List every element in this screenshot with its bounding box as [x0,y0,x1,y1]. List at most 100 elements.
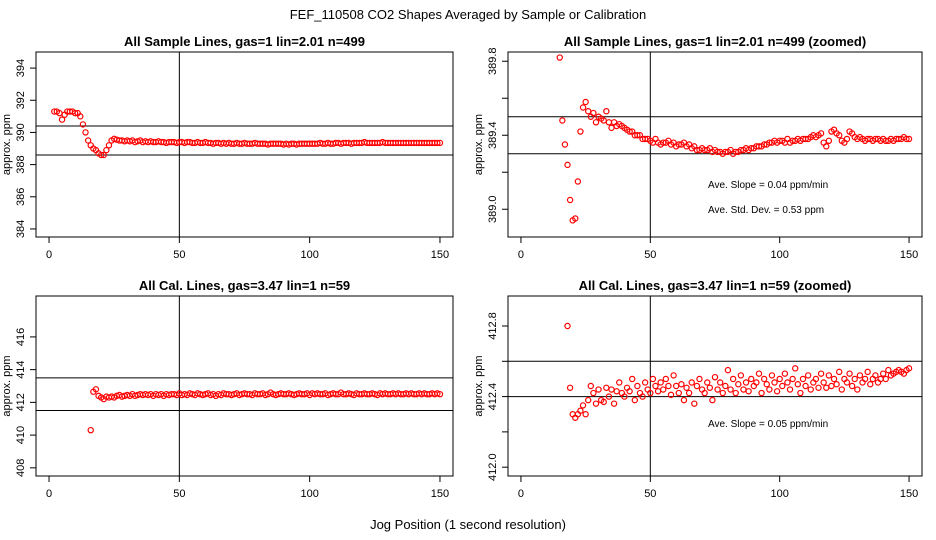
data-point [58,116,66,123]
data-point [631,396,638,404]
data-point [639,393,646,400]
data-point [77,113,84,120]
data-point [654,388,662,395]
y-tick-label: 390 [15,123,27,141]
data-point [843,135,851,143]
data-point [745,388,752,395]
data-point [600,398,607,406]
data-point [662,375,670,383]
x-tick-label: 150 [431,249,449,261]
data-point [825,137,833,144]
data-point [436,139,444,147]
data-point [577,128,584,135]
panel-4: All Cal. Lines, gas=3.47 lin=1 n=59 (zoo… [473,278,923,500]
data-point [872,372,879,379]
data-point [582,98,589,106]
x-tick-label: 0 [46,488,52,500]
data-point [794,381,802,388]
y-tick-label: 416 [15,328,27,346]
data-point [755,370,763,377]
data-point [817,130,825,137]
data-point [846,370,853,377]
data-point [613,388,620,395]
data-point [564,322,571,330]
data-point [867,381,874,388]
x-tick-label: 150 [900,488,918,500]
x-tick-label: 50 [173,249,185,261]
data-point [667,391,675,399]
data-point [817,370,825,377]
plot-frame [507,295,923,477]
x-tick-label: 100 [771,488,789,500]
data-point [848,382,856,390]
data-point [603,107,610,115]
data-point [789,375,796,383]
data-point [587,382,595,390]
data-point [634,132,641,139]
panel-1: All Sample Lines, gas=1 lin=2.01 n=499 ap… [1,34,454,261]
data-point [737,372,745,379]
y-axis-label: approx. ppm [1,114,13,175]
data-point [691,400,698,407]
data-point [786,386,794,393]
y-tick-label: 388 [15,155,27,173]
x-tick-label: 50 [644,249,656,261]
data-point [825,372,833,379]
data-point [812,375,820,383]
data-point [864,368,871,376]
data-point [605,119,613,126]
data-point [879,370,887,377]
panel-2: All Sample Lines, gas=1 lin=2.01 n=499 (… [473,34,923,261]
plot-frame [35,51,454,238]
data-point [719,389,726,397]
data-point [572,215,579,222]
data-point [856,372,864,379]
x-tick-label: 50 [173,488,185,500]
plot-frame [507,51,923,238]
data-point [626,388,633,395]
data-point [776,375,783,383]
data-point [903,135,910,143]
annotation: Ave. Slope = 0.04 ppm/min [708,180,828,191]
data-point [665,382,672,390]
data-point [768,372,776,379]
data-point [716,379,724,386]
data-point [740,386,747,393]
data-point [722,382,729,390]
panels: All Sample Lines, gas=1 lin=2.01 n=499 ap… [1,34,923,500]
data-point [797,389,804,397]
y-tick-label: 414 [15,360,27,378]
data-point [87,426,94,434]
data-point [672,382,680,390]
x-tick-label: 50 [644,488,656,500]
data-point [605,393,613,400]
data-point [592,119,600,126]
data-point [701,389,708,397]
data-point [843,379,851,386]
y-tick-label: 389.0 [487,195,499,223]
data-point [693,382,701,390]
x-tick-label: 0 [518,249,524,261]
data-point [574,178,582,185]
data-point [608,386,615,393]
data-point [564,161,571,169]
data-point [753,379,760,386]
data-point [748,375,755,383]
data-point [828,382,835,390]
data-point [709,396,716,404]
data-point [735,381,742,388]
annotation: Ave. Std. Dev. = 0.53 ppm [708,205,824,216]
data-point [758,389,765,397]
data-point [771,379,778,386]
data-point [566,196,574,204]
data-point [626,128,633,135]
data-point [610,400,618,407]
y-tick-label: 392 [15,91,27,109]
data-point [854,386,861,393]
data-point [704,379,711,386]
data-point [851,375,858,383]
data-point [729,375,737,383]
y-tick-label: 412.0 [487,453,499,481]
data-point [823,143,830,150]
